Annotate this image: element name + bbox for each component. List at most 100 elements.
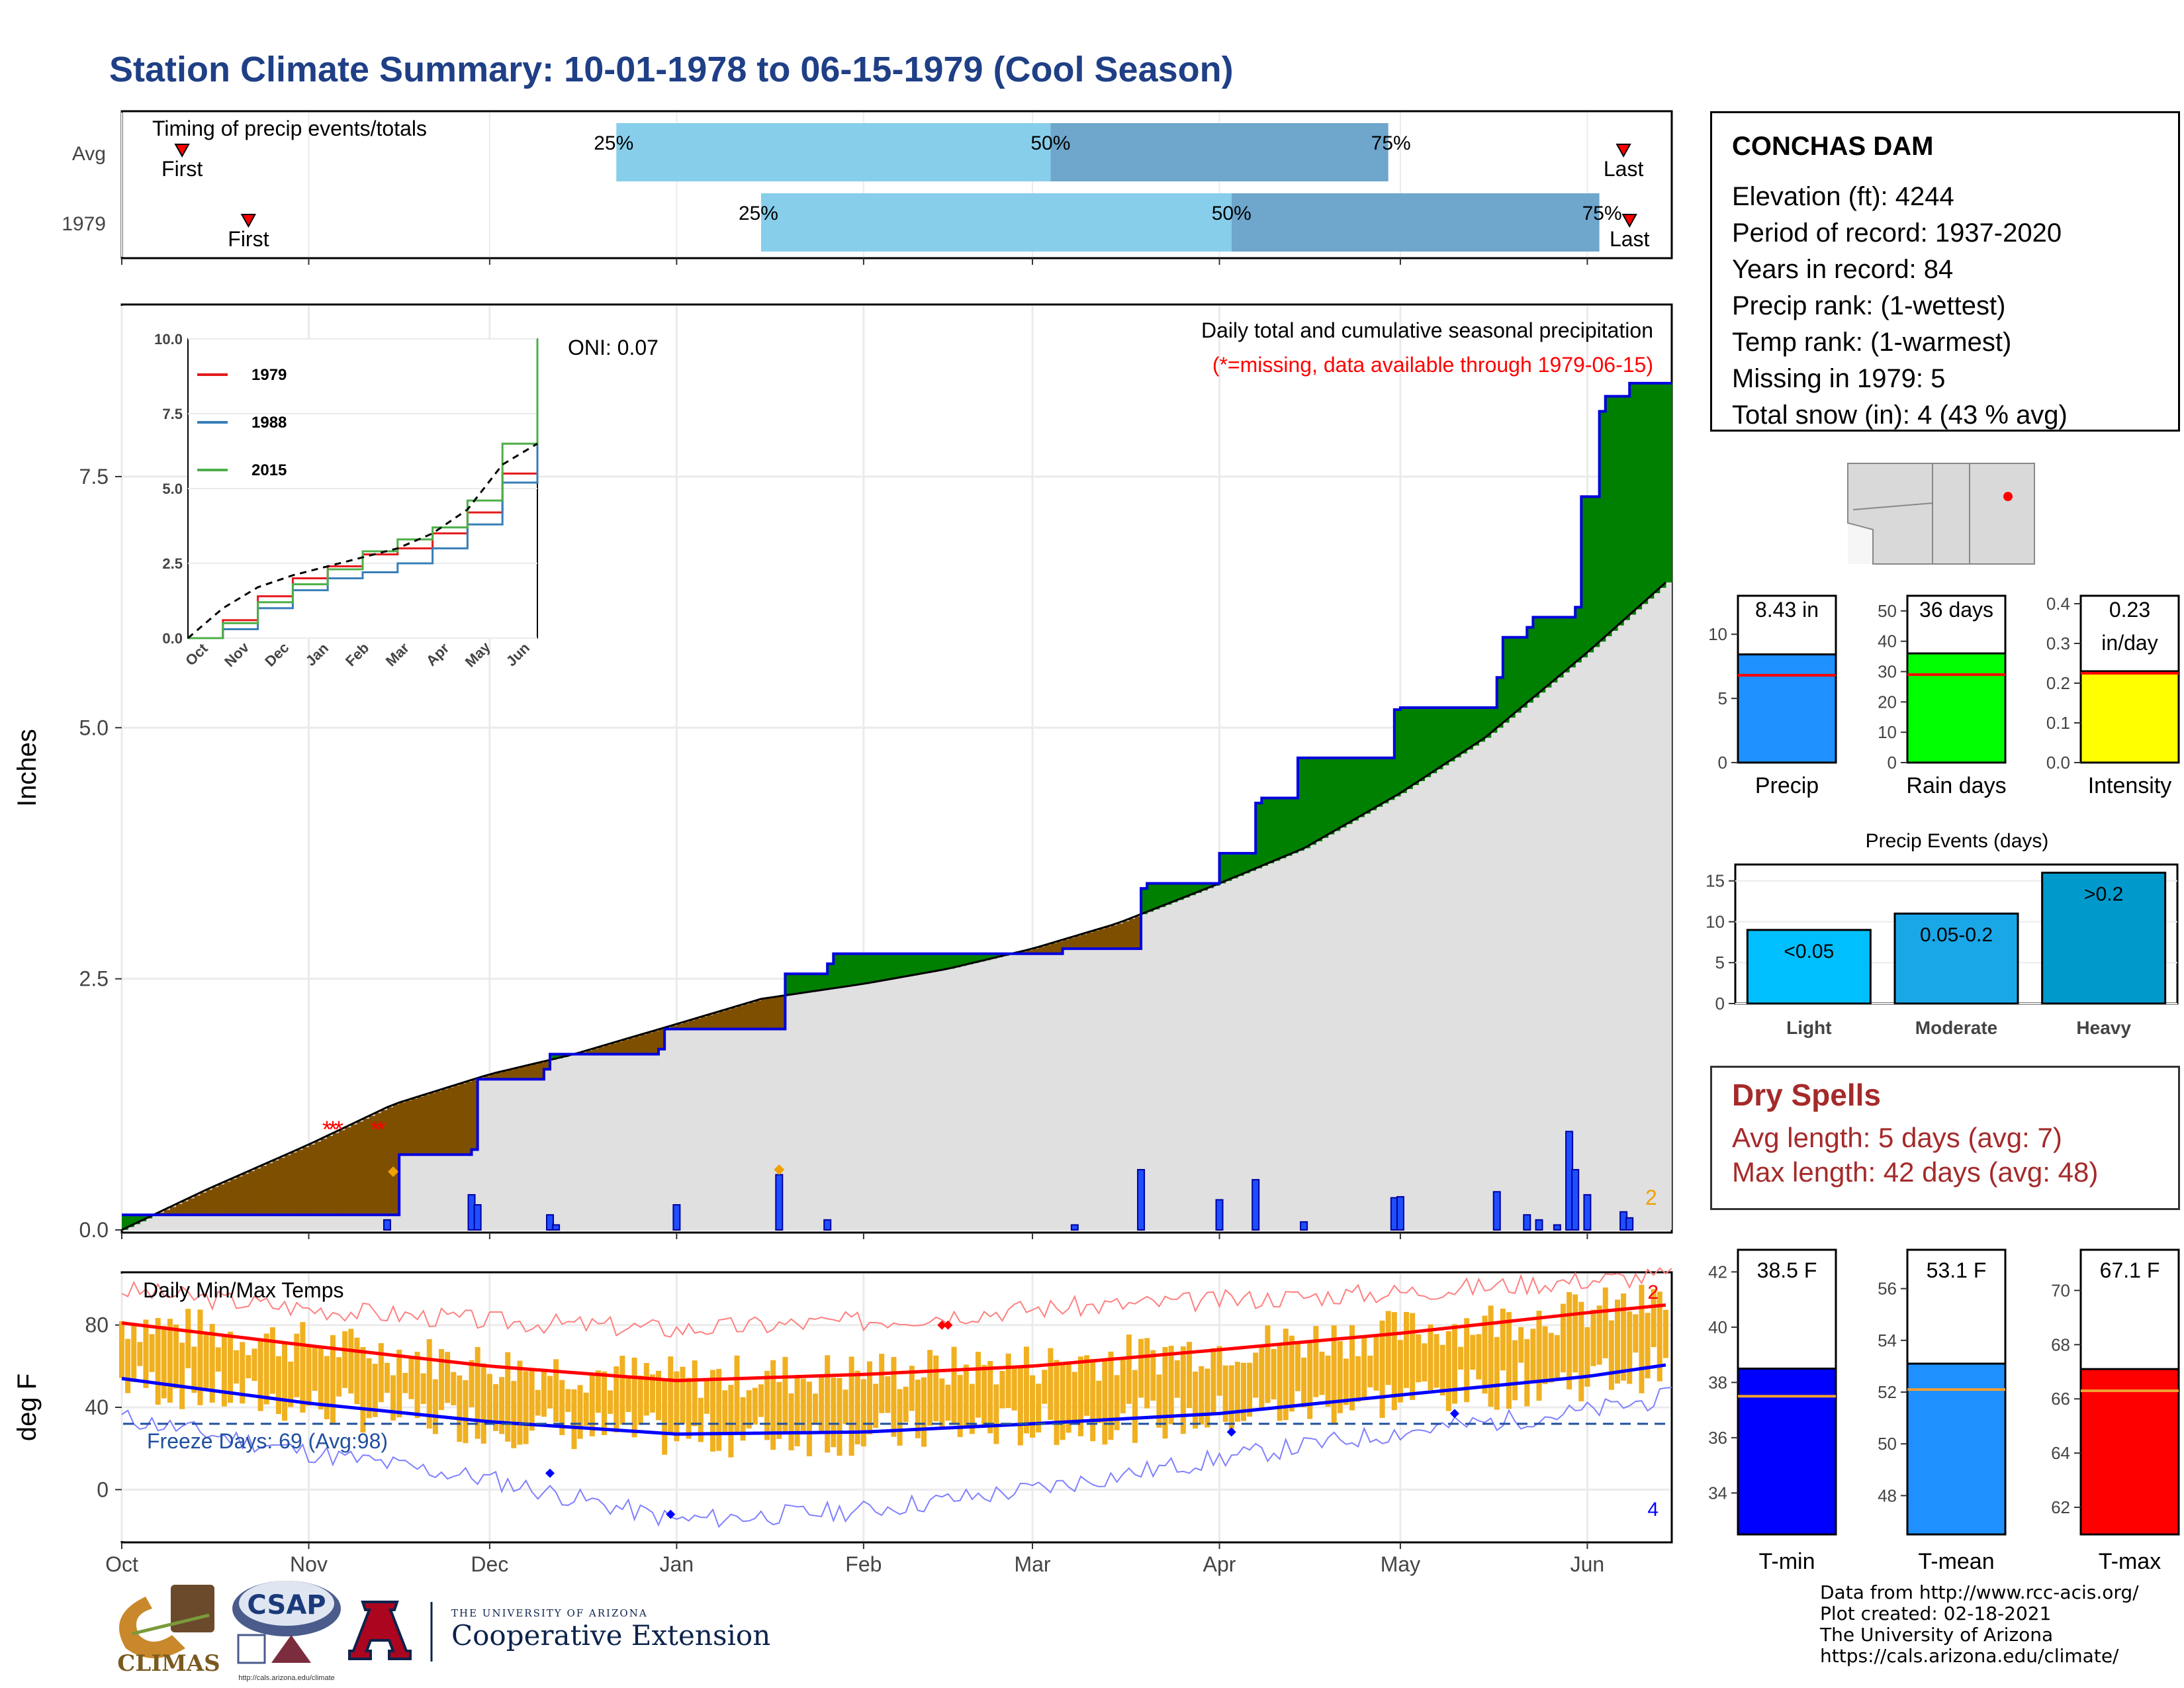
deficit-fill [302, 1147, 310, 1215]
daily-temp-bar [1554, 1335, 1560, 1379]
surplus-fill [1641, 383, 1649, 604]
inset-y-tick-label: 2.5 [162, 555, 183, 572]
daily-temp-bar [1506, 1312, 1512, 1409]
surplus-fill [1502, 637, 1510, 723]
daily-temp-bar [728, 1385, 734, 1458]
surplus-fill [1304, 757, 1310, 849]
surplus-fill [1207, 883, 1214, 888]
precip-y-tick-label: 10 [1708, 624, 1727, 644]
daily-temp-bar [457, 1375, 463, 1442]
surplus-fill [990, 953, 997, 959]
station-total-snow: Total snow (in): 4 (43 % avg) [1732, 400, 2068, 430]
timing-panel: Timing of precip events/totals 25% 50% 75%… [62, 110, 1673, 265]
deficit-fill [483, 1076, 490, 1080]
daily-temp-bar [1283, 1329, 1289, 1421]
daily-temp-bar [1651, 1289, 1657, 1348]
daily-temp-bar [1108, 1351, 1114, 1440]
events-y-tick-label: 0 [1715, 994, 1725, 1013]
daily-precip-bar [1523, 1214, 1531, 1231]
surplus-fill [845, 953, 852, 987]
intensity-bar [2079, 670, 2180, 764]
surplus-fill [893, 953, 901, 979]
daily-temp-bar [1433, 1334, 1439, 1388]
inset-series-average [187, 442, 538, 639]
daily-temp-bar [1301, 1357, 1307, 1407]
precip-y-tick-label: 5 [1718, 688, 1727, 708]
logos: CLIMAS CSAP http://cals.arizona.edu/clim… [117, 1581, 433, 1682]
precip-annotation-title: Daily total and cumulative seasonal prec… [1201, 318, 1653, 342]
daily-temp-bar [511, 1381, 517, 1448]
surplus-fill [911, 953, 919, 976]
daily-temp-bar [1524, 1338, 1530, 1407]
daily-temp-bar [330, 1335, 336, 1425]
deficit-fill [387, 1107, 394, 1215]
deficit-fill [296, 1150, 303, 1215]
daily-temp-bar [185, 1309, 191, 1369]
surplus-fill [1231, 853, 1238, 878]
credit-line-1: Data from http://www.rcc-acis.org/ [1820, 1581, 2139, 1603]
daily-temp-bar [831, 1377, 837, 1448]
daily-temp-bar [848, 1356, 854, 1456]
intensity-label: Intensity [2088, 773, 2172, 798]
deficit-fill [737, 1006, 744, 1029]
surplus-fill [1545, 617, 1552, 688]
deficit-fill [760, 999, 768, 1029]
daily-temp-bar [1186, 1342, 1192, 1409]
record-min-line [121, 1387, 1672, 1528]
daily-temp-bar [1265, 1325, 1271, 1403]
daily-temp-bar [402, 1372, 408, 1393]
surplus-fill [803, 974, 810, 993]
deficit-fill [700, 1017, 707, 1029]
daily-temp-bar [1090, 1359, 1096, 1442]
daily-precip-bar [823, 1219, 832, 1231]
surplus-fill [924, 953, 931, 973]
daily-temp-bar [873, 1383, 879, 1429]
daily-temp-bar [1048, 1348, 1054, 1420]
precip-annotation-missing: (*=missing, data available through 1979-… [1212, 353, 1653, 377]
surplus-fill [851, 953, 858, 986]
climas-logo-text: CLIMAS [117, 1650, 220, 1677]
surplus-fill [1593, 496, 1600, 647]
deficit-fill [1122, 921, 1130, 949]
surplus-fill [1473, 707, 1479, 746]
precip-label: Precip [1755, 773, 1819, 798]
deficit-fill [339, 1130, 345, 1215]
deficit-fill [1093, 931, 1099, 949]
daily-temp-bar [806, 1382, 812, 1456]
surplus-fill [1617, 396, 1624, 626]
daily-temp-bar [269, 1327, 275, 1394]
precip-value-label: 8.43 in [1755, 598, 1819, 622]
dry-spells-avg: Avg length: 5 days (avg: 7) [1732, 1122, 2062, 1153]
daily-temp-bar [1602, 1287, 1608, 1358]
daily-temp-bar [179, 1342, 185, 1409]
daily-temp-bar [1337, 1340, 1343, 1413]
surplus-fill [827, 963, 834, 990]
deficit-fill [616, 1041, 623, 1055]
deficit-fill [489, 1074, 496, 1080]
tmax-label: T-max [2099, 1549, 2161, 1574]
daily-temp-bar [1247, 1362, 1253, 1417]
surplus-fill [1358, 757, 1365, 818]
daily-temp-bar [927, 1350, 933, 1426]
daily-temp-bar [1132, 1370, 1138, 1443]
deficit-fill [767, 998, 774, 1029]
rain-days-y-tick-label: 50 [1878, 601, 1897, 621]
daily-temp-bar [1289, 1335, 1295, 1412]
daily-temp-bar [396, 1350, 402, 1418]
precip-y-tick-label: 5.0 [79, 716, 109, 739]
tmin-y-tick-label: 40 [1708, 1317, 1727, 1337]
daily-temp-bar [559, 1380, 565, 1436]
daily-temp-bar [565, 1389, 571, 1412]
daily-temp-bar [1391, 1312, 1397, 1411]
daily-temp-bar [1367, 1355, 1373, 1387]
daily-temp-bar [1404, 1311, 1410, 1388]
daily-temp-bar [656, 1370, 662, 1421]
daily-temp-bar [1138, 1338, 1144, 1398]
tmax-value-label: 67.1 F [2100, 1258, 2160, 1282]
daily-temp-bar [1596, 1305, 1602, 1365]
daily-precip-bar [775, 1174, 784, 1231]
surplus-fill [1273, 798, 1281, 861]
timing-row-label-1979: 1979 [62, 213, 106, 235]
surplus-fill [1454, 707, 1461, 758]
surplus-fill [1436, 707, 1443, 770]
